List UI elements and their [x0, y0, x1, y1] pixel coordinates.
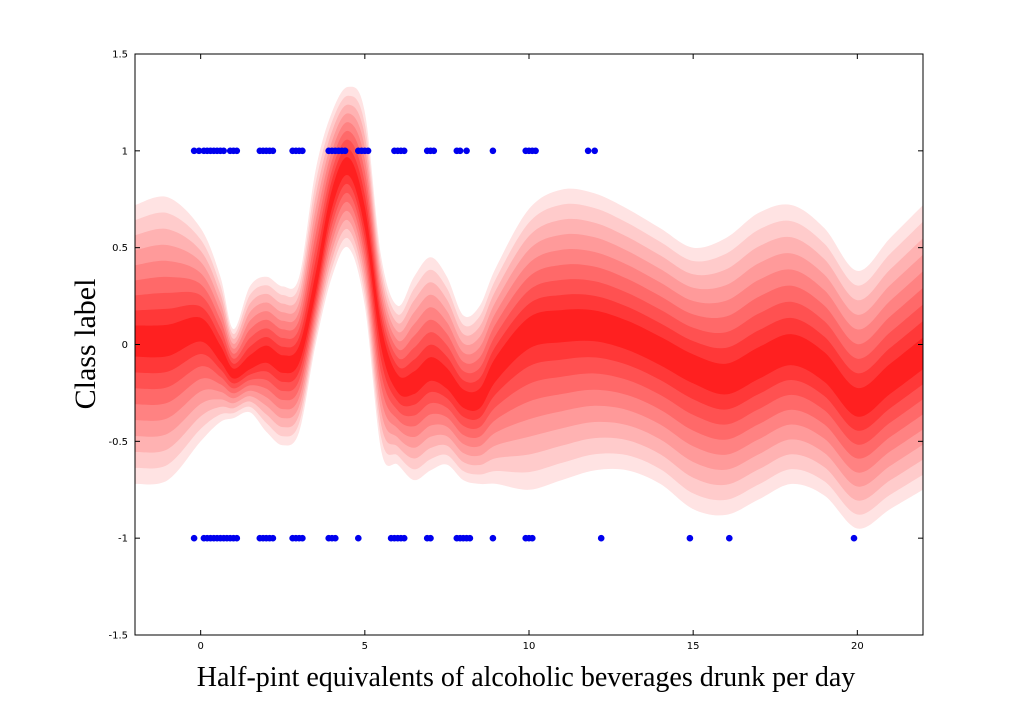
y-tick-label: 1 — [122, 146, 128, 157]
data-point — [220, 147, 227, 155]
x-tick-label: 0 — [197, 641, 203, 652]
data-point — [269, 534, 277, 542]
data-point — [364, 147, 372, 155]
y-tick-label: -0.5 — [108, 437, 128, 448]
y-tick-label: -1 — [118, 534, 128, 545]
data-point — [233, 147, 241, 155]
data-point — [299, 147, 306, 155]
x-tick-label: 15 — [687, 641, 700, 652]
confidence-bands — [135, 86, 923, 529]
x-tick-label: 10 — [523, 641, 536, 652]
data-point — [584, 147, 592, 155]
data-point — [430, 147, 438, 155]
confidence-band-level-9 — [135, 157, 923, 417]
y-axis-label: Class label — [69, 279, 102, 410]
data-point — [597, 534, 605, 542]
data-point — [400, 534, 408, 542]
y-tick-label: 0.5 — [112, 243, 128, 254]
data-point — [463, 147, 470, 155]
x-axis-label: Half-pint equivalents of alcoholic bever… — [197, 662, 856, 693]
data-point — [850, 534, 858, 542]
data-point — [299, 534, 306, 542]
data-point — [726, 534, 733, 542]
data-point — [332, 534, 339, 542]
x-tick-label: 20 — [851, 641, 864, 652]
data-point — [466, 534, 474, 542]
data-point — [591, 147, 598, 155]
y-tick-label: 1.5 — [112, 50, 128, 61]
data-point — [195, 147, 203, 155]
data-point — [355, 534, 362, 542]
data-point — [456, 147, 464, 155]
y-tick-label: -1.5 — [108, 631, 128, 642]
data-point — [532, 147, 539, 155]
data-point — [686, 534, 694, 542]
x-tick-label: 5 — [362, 641, 368, 652]
data-point — [427, 534, 434, 542]
y-tick-label: 0 — [122, 340, 128, 351]
data-point — [233, 534, 241, 542]
data-point — [341, 147, 349, 155]
data-point — [489, 147, 497, 155]
data-point — [190, 147, 198, 155]
data-point — [269, 147, 277, 155]
data-point — [400, 147, 408, 155]
data-point — [190, 534, 198, 542]
data-points — [190, 147, 858, 542]
confidence-band-level-8 — [135, 148, 923, 431]
data-point — [489, 534, 497, 542]
data-point — [529, 534, 536, 542]
axis-ticks: 0 5 10 15 20 -1.5 -1 -0.5 0 0.5 1 1.5 — [108, 50, 923, 652]
